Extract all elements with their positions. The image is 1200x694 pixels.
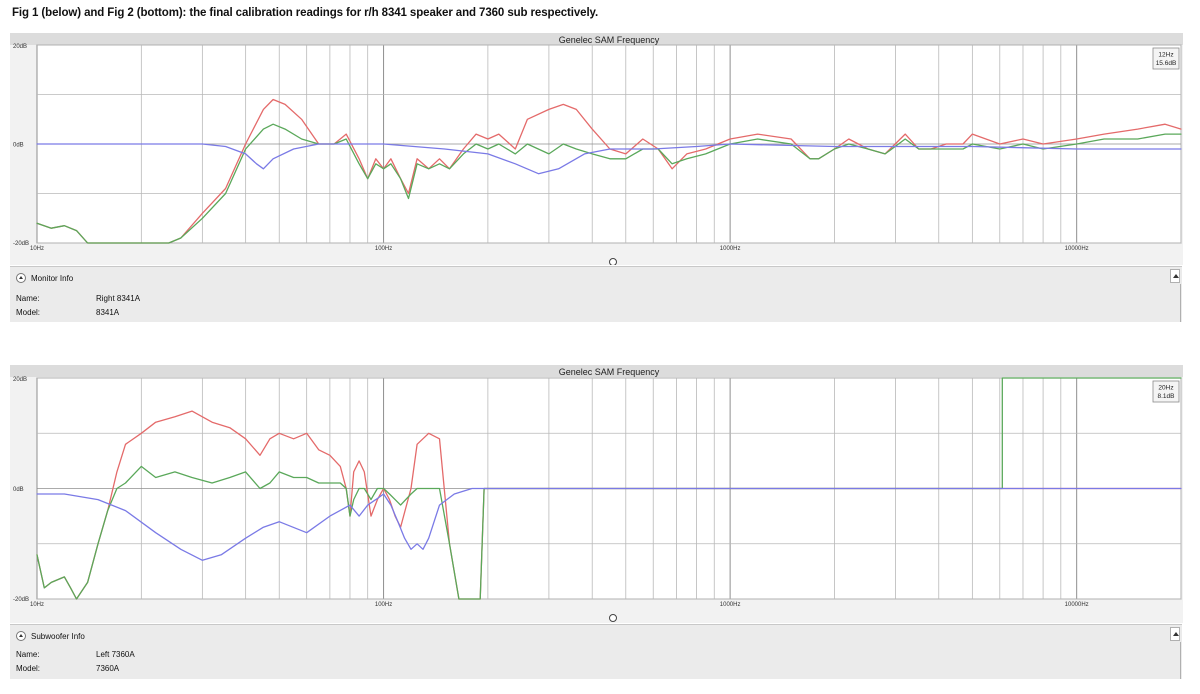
cursor-readout-box [1152, 380, 1180, 403]
monitor-info-panel: Monitor Info Name: Right 8341A Model: 83… [10, 266, 1182, 322]
monitor-model-label: Model: [16, 308, 41, 317]
collapse-icon[interactable] [16, 273, 26, 283]
y-tick-label: -20dB [13, 241, 29, 247]
subwoofer-info-panel: Subwoofer Info Name: Left 7360A Model: 7… [10, 624, 1182, 679]
series-line-blue [36, 487, 1182, 561]
x-tick-label: 100Hz [375, 246, 392, 252]
monitor-info-title: Monitor Info [31, 273, 74, 283]
chart-panel-2: Genelec SAM Frequency 20dB 0dB -20dB 10Hz 100… [10, 365, 1183, 679]
resize-handle-icon[interactable] [609, 614, 617, 622]
cursor-level: 15.6dB [1156, 60, 1177, 67]
series-line-green [36, 377, 1182, 600]
monitor-info-header[interactable]: Monitor Info [16, 273, 73, 283]
x-tick-label: 1000Hz [720, 602, 741, 608]
chart-title: Genelec SAM Frequency [559, 367, 660, 377]
chart-title-bar [10, 365, 1183, 377]
collapse-icon[interactable] [16, 631, 26, 641]
scroll-up-arrow-icon[interactable] [1170, 269, 1180, 283]
scrollbar-track[interactable] [1180, 642, 1181, 679]
chart-panel-1: Genelec SAM Frequency 20dB 0dB -20dB 10Hz 100… [10, 33, 1183, 322]
x-tick-label: 10000Hz [1065, 246, 1089, 252]
monitor-name-value: Right 8341A [96, 294, 141, 303]
monitor-name-label: Name: [16, 294, 40, 303]
x-tick-label: 10Hz [30, 246, 44, 252]
y-tick-label: -20dB [13, 597, 29, 603]
chart-title: Genelec SAM Frequency [559, 35, 660, 45]
scroll-up-arrow-icon[interactable] [1170, 627, 1180, 641]
scrollbar-track[interactable] [1180, 284, 1181, 322]
chart-title-bar [10, 33, 1183, 45]
x-tick-label: 100Hz [375, 602, 392, 608]
y-tick-label: 20dB [13, 377, 27, 383]
cursor-frequency: 20Hz [1158, 385, 1173, 392]
cursor-frequency: 12Hz [1158, 52, 1173, 59]
series-line-green [36, 123, 1182, 244]
y-tick-label: 0dB [13, 143, 24, 149]
x-tick-label: 10000Hz [1065, 602, 1089, 608]
subwoofer-info-header[interactable]: Subwoofer Info [16, 631, 85, 641]
monitor-model-value: 8341A [96, 308, 120, 317]
figure-caption: Fig 1 (below) and Fig 2 (bottom): the fi… [12, 7, 599, 19]
x-tick-label: 10Hz [30, 602, 44, 608]
x-tick-label: 1000Hz [720, 246, 741, 252]
y-tick-label: 20dB [13, 44, 27, 50]
subwoofer-info-title: Subwoofer Info [31, 631, 85, 641]
subwoofer-model-label: Model: [16, 664, 41, 673]
subwoofer-name-value: Left 7360A [96, 650, 135, 659]
cursor-readout-box [1152, 47, 1180, 70]
y-tick-label: 0dB [13, 487, 24, 493]
resize-handle-icon[interactable] [609, 258, 617, 266]
cursor-level: 8.1dB [1158, 393, 1175, 400]
subwoofer-name-label: Name: [16, 650, 40, 659]
series-line-blue [36, 143, 1182, 175]
subwoofer-model-value: 7360A [96, 664, 120, 673]
